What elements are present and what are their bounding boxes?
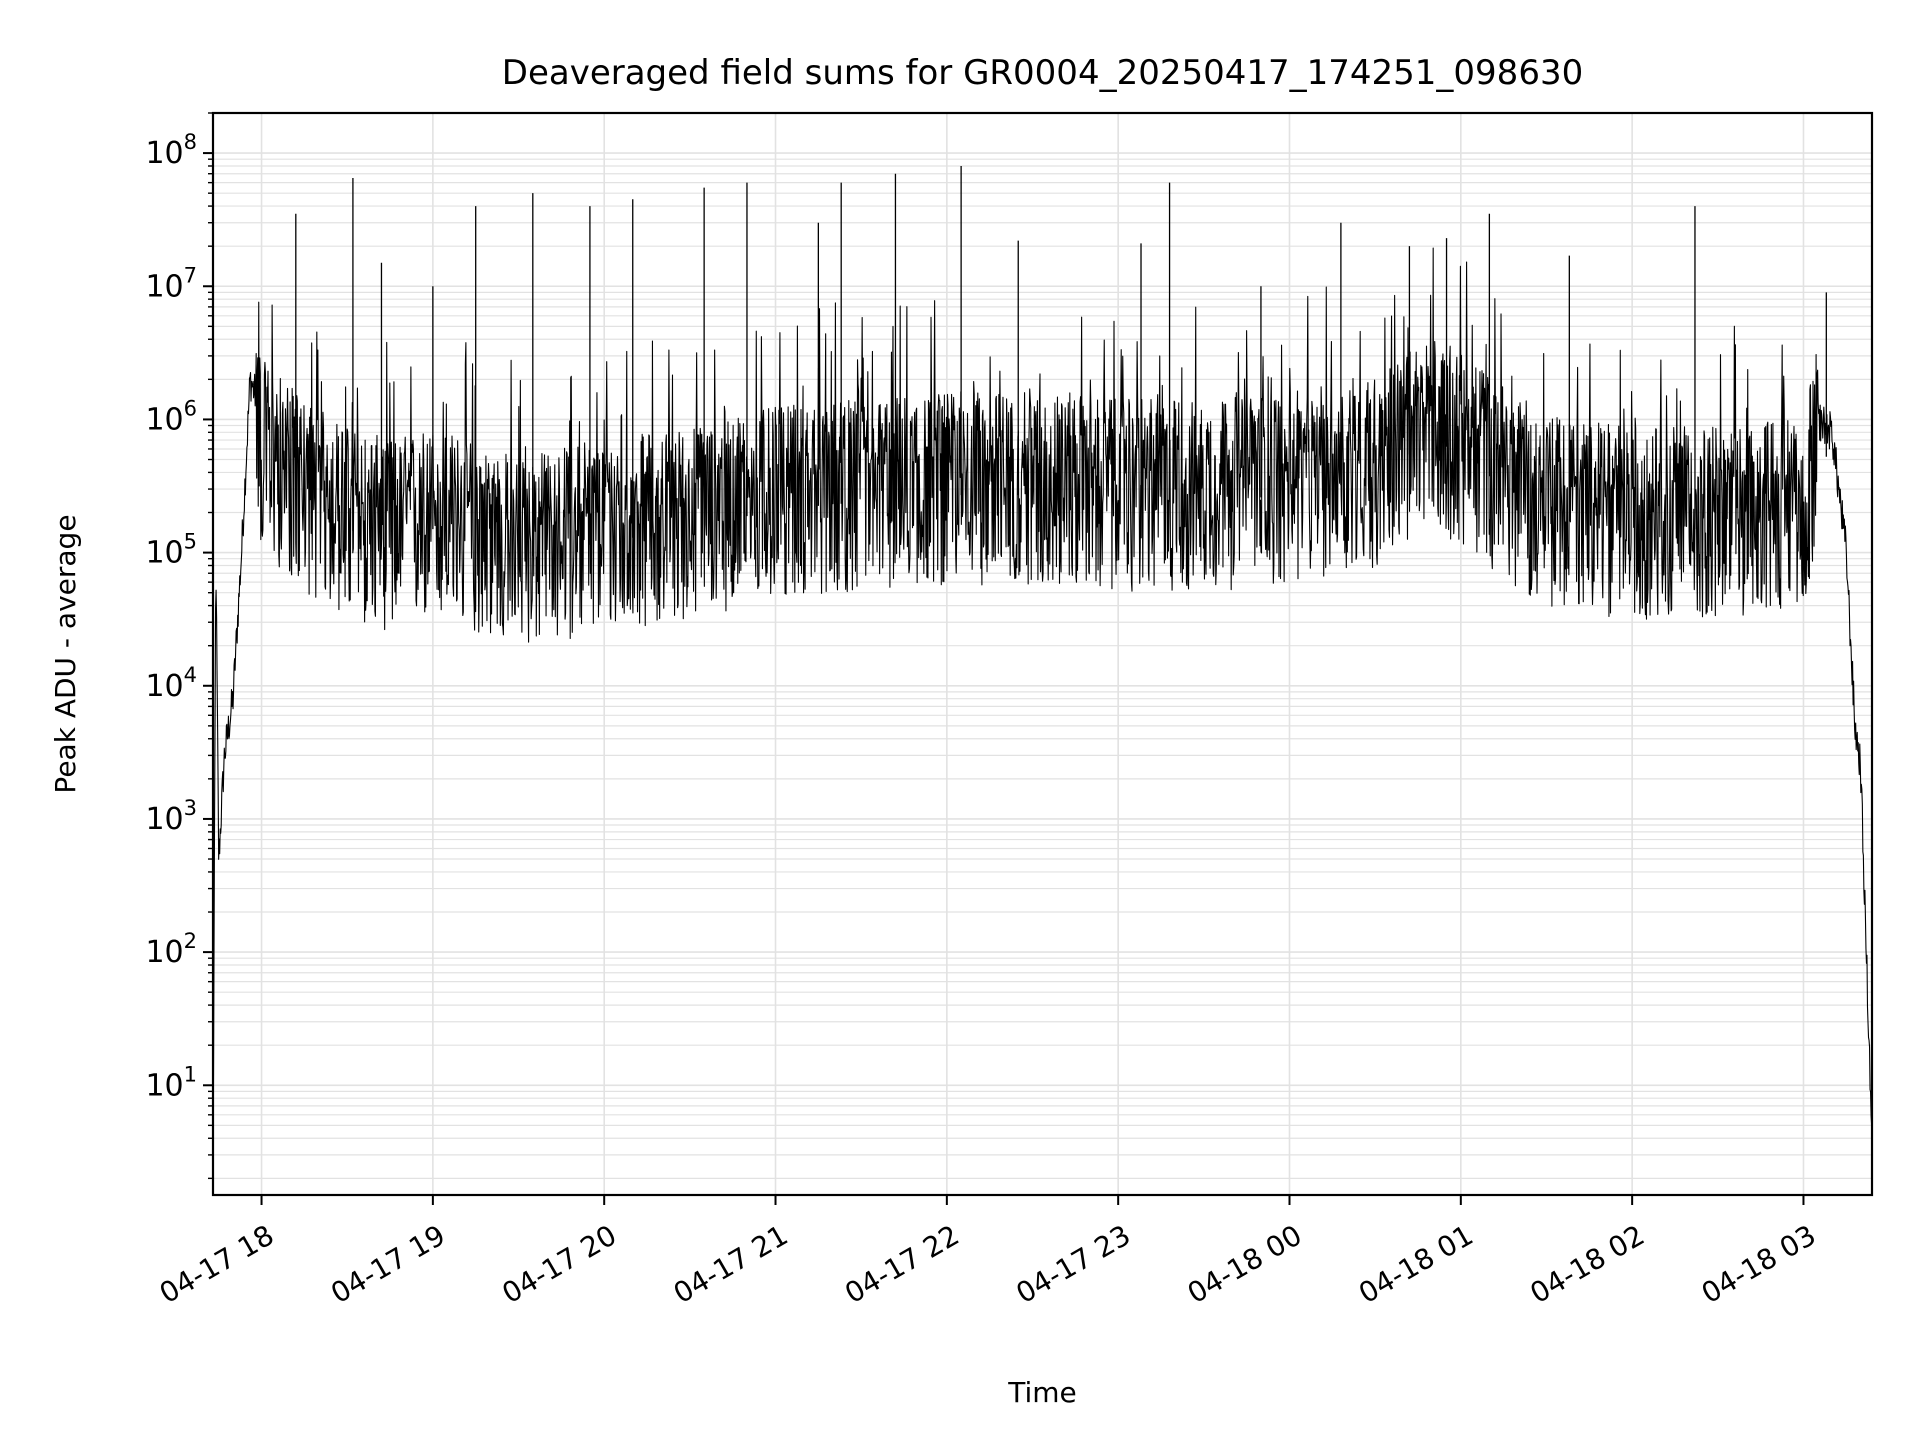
y-axis-label: Peak ADU - average	[49, 514, 82, 793]
x-axis-label: Time	[1007, 1376, 1077, 1409]
series-line	[212, 247, 1873, 1173]
y-tick-label: 101	[145, 1062, 197, 1103]
plot-area	[211, 111, 1874, 1197]
chart-title: Deaveraged field sums for GR0004_2025041…	[502, 53, 1583, 93]
y-tick-label: 106	[145, 396, 197, 437]
grid	[213, 112, 1872, 1195]
y-tick-label: 107	[145, 263, 197, 304]
series-group	[212, 165, 1873, 1173]
y-tick-label: 105	[145, 530, 197, 571]
y-tick-label: 102	[145, 929, 197, 970]
y-tick-label: 108	[145, 130, 197, 171]
y-tick-label: 104	[145, 663, 197, 704]
y-tick-label: 103	[145, 796, 197, 837]
